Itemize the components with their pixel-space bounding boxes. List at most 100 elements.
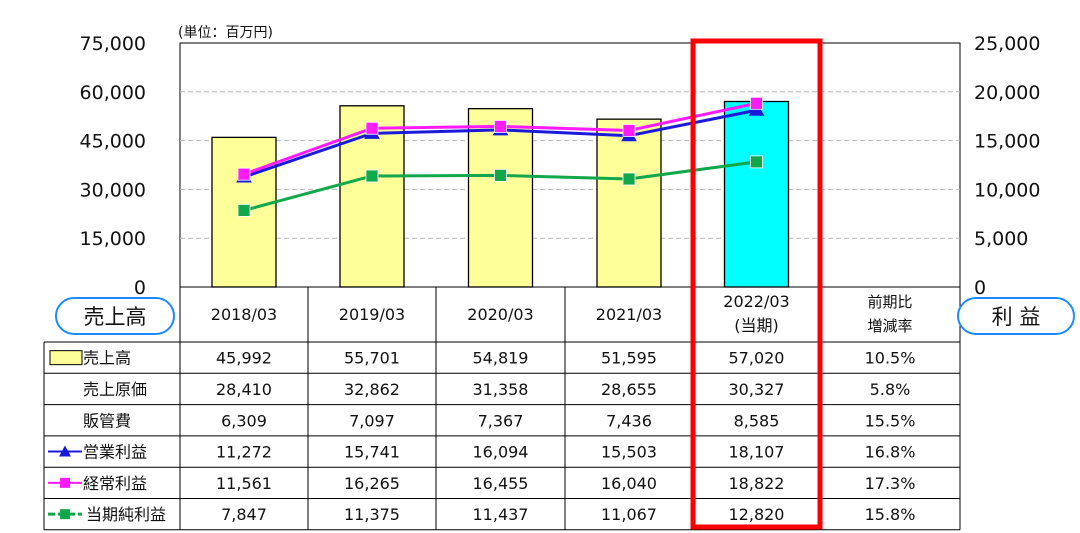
table-cell: 7,367 <box>478 411 524 430</box>
data-point <box>750 155 763 169</box>
row-label: 売上原価 <box>83 380 147 399</box>
table-cell: 11,067 <box>601 505 657 524</box>
table-cell: 18,107 <box>729 443 785 462</box>
data-point <box>237 167 251 181</box>
change-cell: 16.8% <box>865 443 916 462</box>
bar <box>596 118 662 288</box>
gridlines <box>180 91 960 239</box>
left-tick-label: 45,000 <box>80 131 146 153</box>
change-header: 前期比 <box>867 293 912 311</box>
legend-swatch <box>49 350 83 366</box>
category-label: 2020/03 <box>467 305 533 324</box>
category-label: (当期) <box>734 316 779 335</box>
right-tick-label: 20,000 <box>974 82 1040 104</box>
left-axis-ticks: 0 15,000 30,000 45,000 60,000 75,000 <box>80 33 146 299</box>
table-row: 販管費 6,309 7,097 7,367 7,436 8,585 15.5% <box>83 411 915 430</box>
change-cell: 17.3% <box>865 474 916 493</box>
table-cell: 16,455 <box>473 474 529 493</box>
change-cell: 15.8% <box>865 505 916 524</box>
table-cell: 7,847 <box>221 505 267 524</box>
category-label: 2019/03 <box>339 305 405 324</box>
table-row: 経常利益 11,561 16,265 16,455 16,040 18,822 17.3% <box>48 474 915 493</box>
right-tick-label: 25,000 <box>974 33 1040 55</box>
table-cell: 8,585 <box>734 411 780 430</box>
data-table: 2018/03 2019/03 2020/03 2021/03 2022/03 (当期) 前… <box>43 287 961 531</box>
table-cell: 16,265 <box>344 474 400 493</box>
table-cell: 11,561 <box>216 474 272 493</box>
change-cell: 10.5% <box>865 349 916 368</box>
right-tick-label: 10,000 <box>974 179 1040 201</box>
data-point <box>365 121 379 135</box>
table-cell: 32,862 <box>344 380 400 399</box>
data-point <box>494 119 507 133</box>
change-header: 増減率 <box>867 317 912 335</box>
line-series <box>237 96 763 181</box>
data-point <box>750 96 763 110</box>
left-tick-label: 15,000 <box>80 228 146 250</box>
row-label: 売上高 <box>83 349 131 368</box>
plot-area <box>179 42 961 288</box>
table-cell: 18,822 <box>729 474 785 493</box>
table-row: 売上原価 28,410 32,862 31,358 28,655 30,327 5.8% <box>83 380 910 399</box>
left-tick-label: 30,000 <box>80 179 146 201</box>
table-cell: 12,820 <box>729 505 785 524</box>
category-label: 2022/03 <box>723 292 789 311</box>
left-tick-label: 60,000 <box>80 82 146 104</box>
right-tick-label: 15,000 <box>974 131 1040 153</box>
line-series <box>237 155 763 217</box>
table-cell: 7,097 <box>349 411 395 430</box>
row-label: 営業利益 <box>83 443 147 462</box>
table-cell: 28,655 <box>601 380 657 399</box>
right-axis-ticks: 0 5,000 10,000 15,000 20,000 25,000 <box>974 33 1040 299</box>
table-cell: 11,272 <box>216 443 272 462</box>
table-cell: 31,358 <box>473 380 529 399</box>
table-cell: 15,741 <box>344 443 400 462</box>
category-label: 2021/03 <box>596 305 662 324</box>
row-label: 当期純利益 <box>86 505 166 524</box>
line-series-group <box>236 96 765 217</box>
left-badge: 売上高 <box>55 297 175 335</box>
highlight-frame <box>690 38 823 530</box>
right-badge: 利 益 <box>957 297 1075 335</box>
data-point <box>622 124 636 137</box>
table-row: 売上高 45,992 55,701 54,819 51,595 57,020 10.5% <box>49 349 916 368</box>
unit-label: (単位：百万円) <box>178 25 273 41</box>
right-tick-label: 5,000 <box>974 228 1028 250</box>
table-cell: 16,040 <box>601 474 657 493</box>
table-cell: 57,020 <box>729 349 785 368</box>
table-cell: 15,503 <box>601 443 657 462</box>
table-row: 営業利益 11,272 15,741 16,094 15,503 18,107 16.8% <box>48 443 915 462</box>
data-point <box>365 169 379 183</box>
table-cell: 7,436 <box>606 411 652 430</box>
table-row: 当期純利益 7,847 11,375 11,437 11,067 12,820 15.8% <box>48 505 915 524</box>
bar <box>467 108 534 288</box>
table-cell: 28,410 <box>216 380 272 399</box>
left-tick-label: 75,000 <box>80 33 146 55</box>
right-tick-label: 0 <box>974 277 986 299</box>
bar-series <box>211 100 790 288</box>
bar <box>723 100 790 288</box>
legend-marker <box>60 477 70 488</box>
table-cell: 45,992 <box>216 349 272 368</box>
data-point <box>494 168 507 182</box>
change-cell: 15.5% <box>865 411 916 430</box>
data-point <box>237 204 251 217</box>
svg-text:売上高: 売上高 <box>84 305 147 329</box>
category-label: 2018/03 <box>211 305 277 324</box>
table-cell: 6,309 <box>221 411 267 430</box>
legend-marker <box>59 445 71 457</box>
left-tick-label: 0 <box>134 277 146 299</box>
legend-marker <box>60 509 70 520</box>
row-label: 販管費 <box>83 411 131 430</box>
table-cell: 51,595 <box>601 349 657 368</box>
table-cell: 16,094 <box>473 443 529 462</box>
row-label: 経常利益 <box>83 474 147 493</box>
table-cell: 55,701 <box>344 349 400 368</box>
table-cell: 54,819 <box>473 349 529 368</box>
table-cell: 11,437 <box>473 505 529 524</box>
change-cell: 5.8% <box>870 380 911 399</box>
table-cell: 30,327 <box>729 380 785 399</box>
svg-text:利 益: 利 益 <box>992 305 1041 329</box>
data-point <box>622 172 636 186</box>
